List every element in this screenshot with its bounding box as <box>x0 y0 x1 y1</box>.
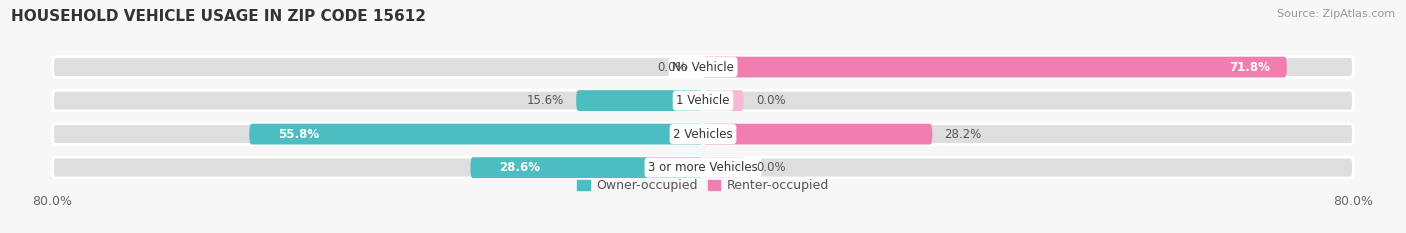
FancyBboxPatch shape <box>52 57 1354 77</box>
Text: 0.0%: 0.0% <box>657 61 686 74</box>
Text: 2 Vehicles: 2 Vehicles <box>673 128 733 140</box>
Text: 28.2%: 28.2% <box>945 128 981 140</box>
Text: HOUSEHOLD VEHICLE USAGE IN ZIP CODE 15612: HOUSEHOLD VEHICLE USAGE IN ZIP CODE 1561… <box>11 9 426 24</box>
FancyBboxPatch shape <box>52 124 1354 144</box>
Text: 1 Vehicle: 1 Vehicle <box>676 94 730 107</box>
FancyBboxPatch shape <box>576 90 703 111</box>
FancyBboxPatch shape <box>249 124 703 144</box>
FancyBboxPatch shape <box>52 157 1354 178</box>
Text: 0.0%: 0.0% <box>756 161 786 174</box>
Text: 28.6%: 28.6% <box>499 161 540 174</box>
Text: 55.8%: 55.8% <box>278 128 319 140</box>
Text: 71.8%: 71.8% <box>1230 61 1271 74</box>
Text: 3 or more Vehicles: 3 or more Vehicles <box>648 161 758 174</box>
Legend: Owner-occupied, Renter-occupied: Owner-occupied, Renter-occupied <box>578 179 828 192</box>
Text: No Vehicle: No Vehicle <box>672 61 734 74</box>
Text: 15.6%: 15.6% <box>527 94 564 107</box>
FancyBboxPatch shape <box>703 124 932 144</box>
FancyBboxPatch shape <box>52 90 1354 111</box>
Text: 0.0%: 0.0% <box>756 94 786 107</box>
FancyBboxPatch shape <box>471 157 703 178</box>
FancyBboxPatch shape <box>703 157 744 178</box>
Text: Source: ZipAtlas.com: Source: ZipAtlas.com <box>1277 9 1395 19</box>
FancyBboxPatch shape <box>703 90 744 111</box>
FancyBboxPatch shape <box>703 57 1286 77</box>
